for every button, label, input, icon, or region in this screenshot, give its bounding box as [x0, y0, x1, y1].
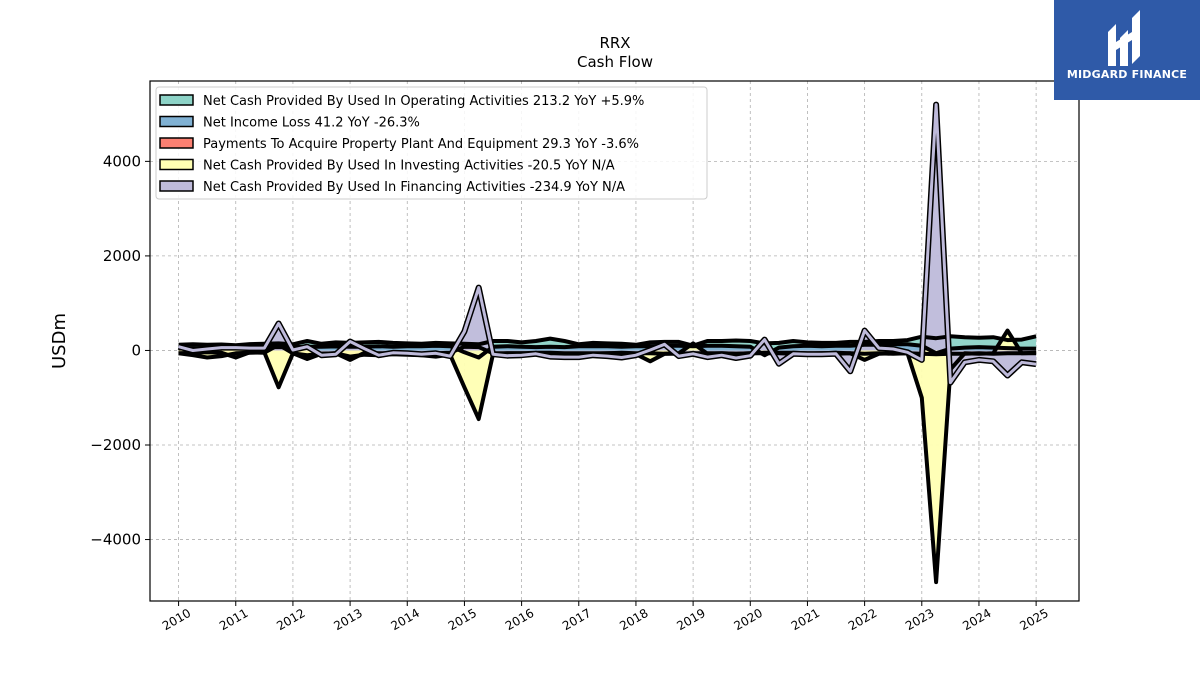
series-line-outline-0: [178, 334, 1037, 348]
x-tick-label: 2010: [160, 606, 193, 633]
x-tick-label: 2014: [389, 606, 422, 633]
legend-label: Net Income Loss 41.2 YoY -26.3%: [203, 116, 420, 131]
logo-mark-icon: [1108, 10, 1140, 66]
brand-logo: MIDGARD FINANCE: [1054, 0, 1200, 100]
x-tick-label: 2021: [789, 606, 822, 633]
x-tick-label: 2013: [331, 606, 364, 633]
series-area-3: [178, 330, 1037, 583]
x-tick-label: 2024: [960, 606, 993, 633]
x-tick-label: 2022: [846, 606, 879, 633]
x-tick-label: 2023: [903, 606, 936, 633]
brand-name: MIDGARD FINANCE: [1066, 68, 1188, 81]
y-axis-label: USDm: [49, 313, 70, 369]
legend-label: Payments To Acquire Property Plant And E…: [203, 137, 639, 152]
y-tick-label: −2000: [90, 436, 141, 454]
legend-swatch: [159, 158, 194, 171]
y-tick-label: 2000: [103, 247, 141, 265]
x-tick-label: 2025: [1017, 606, 1050, 633]
chart-subtitle: Cash Flow: [577, 53, 653, 71]
x-tick-label: 2018: [617, 606, 650, 633]
y-tick-label: 0: [131, 341, 141, 359]
y-tick-label: −4000: [90, 531, 141, 549]
legend-swatch: [159, 180, 194, 192]
x-tick-label: 2020: [732, 606, 765, 633]
x-tick-label: 2019: [674, 606, 707, 633]
legend-box: [155, 86, 708, 200]
x-tick-label: 2015: [446, 606, 479, 633]
x-tick-label: 2012: [274, 606, 307, 633]
series-line-outline-3: [178, 328, 1037, 585]
chart-title: RRX: [599, 34, 630, 52]
y-tick-label: 4000: [103, 152, 141, 170]
x-axis: 2010 2011 2012 2013 2014 2015 2016 2017 2018 2019…: [160, 601, 1051, 633]
series-line-outline-1: [178, 342, 1037, 360]
legend-swatch: [159, 137, 194, 149]
series-lines: [177, 101, 1037, 585]
legend-swatch: [159, 115, 194, 128]
legend-label: Net Cash Provided By Used In Investing A…: [203, 159, 615, 174]
plot-frame: [149, 80, 1080, 602]
series-line-4: [178, 103, 1037, 385]
legend-label: Net Cash Provided By Used In Operating A…: [203, 94, 644, 109]
x-tick-label: 2016: [503, 606, 536, 633]
x-tick-label: 2011: [217, 606, 250, 633]
legend-label: Net Cash Provided By Used In Financing A…: [203, 180, 625, 195]
legend-swatch: [159, 94, 194, 106]
x-tick-label: 2017: [560, 606, 593, 633]
y-axis: −4000 −2000 0 2000 4000: [90, 152, 150, 549]
legend: Net Cash Provided By Used In Operating A…: [155, 86, 708, 200]
